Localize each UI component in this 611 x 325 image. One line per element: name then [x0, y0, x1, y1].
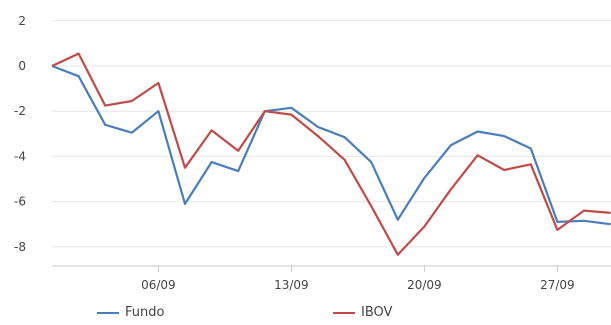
legend-label-ibov: IBOV: [361, 305, 393, 320]
legend-label-fundo: Fundo: [125, 305, 165, 320]
x-tick-label-3: 27/09: [540, 278, 575, 292]
x-tick-label-2: 20/09: [407, 278, 442, 292]
series-line-ibov[interactable]: [51, 52, 611, 256]
legend-item-fundo[interactable]: Fundo: [97, 305, 164, 320]
y-tick-label-5: -8: [14, 240, 26, 254]
legend: Fundo IBOV: [0, 305, 611, 325]
legend-item-ibov[interactable]: IBOV: [333, 305, 392, 320]
axes: 2 0 -2 -4 -6 -8 06/09 13/09 20/09 27/09: [14, 14, 611, 292]
y-tick-label-4: -6: [14, 195, 26, 209]
legend-swatch-fundo: [97, 311, 119, 314]
series-line-fundo[interactable]: [51, 64, 611, 226]
y-tick-label-2: -2: [14, 104, 26, 118]
x-tick-label-1: 13/09: [274, 278, 309, 292]
legend-swatch-ibov: [333, 311, 355, 314]
grid: [52, 20, 611, 248]
y-tick-label-1: 0: [18, 59, 26, 73]
y-tick-label-3: -4: [14, 149, 26, 163]
series-lines: [51, 52, 611, 256]
y-tick-label-0: 2: [18, 14, 26, 28]
x-tick-label-0: 06/09: [141, 278, 176, 292]
